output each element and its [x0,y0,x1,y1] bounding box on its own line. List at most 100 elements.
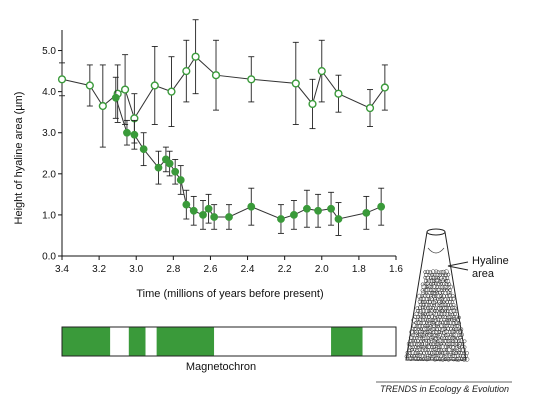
foram-pore [407,348,412,353]
magnetochron-normal [62,327,111,356]
data-point [176,176,185,184]
data-point [165,159,174,168]
x-tick-label: 1.6 [389,264,403,275]
foram-pore [451,356,456,362]
foram-pore [425,353,431,359]
foram-pore [455,329,460,334]
foram-pore [421,357,426,362]
foram-pore [428,347,433,352]
foram-pore [435,320,441,326]
foram-pore [442,347,447,352]
foram-pore [411,356,415,361]
foram-pore [456,356,461,362]
foram-pore [457,341,463,347]
foram-pore [420,294,424,298]
foram-pore [408,341,414,347]
data-point [182,66,191,76]
foram-pore [462,339,467,343]
foram-pore [434,323,439,328]
series-line [115,97,382,220]
y-tick-label: 1.0 [42,210,56,221]
foram-pore [433,288,439,293]
foram-pore [427,309,431,314]
data-point [167,87,176,96]
foram-pore [413,314,418,319]
x-tick-label: 3.4 [55,264,69,275]
foram-pore [412,323,417,329]
foram-pore [404,354,409,359]
foram-pore [451,332,456,337]
foram-pore [457,315,461,320]
data-point [380,83,389,92]
foram-pore [425,317,431,323]
foram-pore [434,356,440,362]
y-axis-label: Height of hyaline area (µm) [13,92,25,225]
foram-pore [425,323,430,329]
foram-pore [456,350,461,355]
foram-pore [445,326,450,331]
magnetochron-normal [331,327,363,356]
foram-pore [458,335,463,340]
foram-pore [433,293,438,298]
foram-pore [427,297,432,301]
foram-pore [448,291,453,295]
foram-pore [435,317,441,322]
credit-text: TRENDS in Ecology & Evolution [380,384,509,394]
x-axis: 3.4 3.2 3.0 2.8 2.6 2.4 2.2 2.0 1.8 1.6 [55,256,403,275]
foram-pore [433,336,439,341]
foram-pore [464,356,470,362]
data-point [247,202,256,211]
foram-pore [433,341,439,347]
foram-pore [421,338,426,343]
foram-pore [438,284,443,290]
x-tick-label: 3.2 [92,264,106,275]
data-point [57,75,67,84]
foram-pore [445,314,451,320]
foram-pore [445,278,451,284]
foram-pore [430,335,436,340]
foram-pore [439,293,444,298]
data-point [210,213,219,221]
data-point [327,204,335,213]
foram-pore [421,314,426,319]
foram-pore [415,318,420,322]
foram-pore [450,324,455,328]
foram-top [426,228,446,236]
foram-pore [417,347,423,352]
foram-pore [434,306,439,311]
foram-pore [443,350,448,356]
foram-pore [456,338,462,344]
foram-pore [451,320,457,326]
foram-pore [415,306,420,311]
foram-pore [451,315,457,320]
data-point [291,79,300,88]
foram-pore [413,356,418,361]
y-tick-label: 0.0 [42,252,56,263]
data-point [111,93,120,102]
foram-pore [439,311,445,317]
foram-pore [431,350,438,356]
foram-pore [439,300,444,305]
foram-pore [417,327,421,331]
foram-pore [433,309,437,313]
data-point [303,204,311,213]
foram-pore [408,356,414,361]
foram-pore [442,323,447,328]
foram-pore [418,302,423,307]
data-point [277,215,285,223]
foram-pore [448,357,453,361]
data-point [211,71,221,80]
magnetochron-label: Magnetochron [186,361,256,373]
foram-hyaline-line [427,247,445,254]
magnetochron-reversed [362,327,396,356]
foram-pore [425,269,430,275]
foram-pore [447,293,452,298]
foram-pore [425,332,429,337]
foram-pore [427,350,432,355]
foram-pore [446,290,451,295]
foram-pore [437,344,442,350]
data-point [139,145,148,154]
foram-pore [408,335,414,341]
foram-pore [447,341,452,347]
